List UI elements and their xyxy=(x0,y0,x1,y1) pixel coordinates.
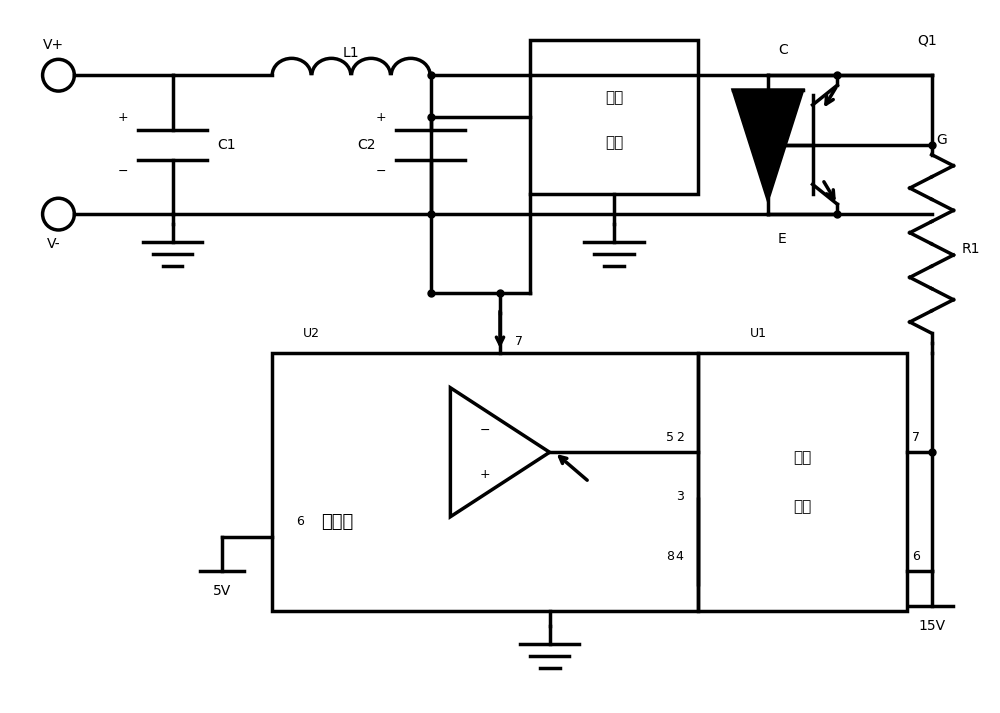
Text: 推动: 推动 xyxy=(793,450,812,465)
Text: 3: 3 xyxy=(676,491,684,503)
Polygon shape xyxy=(733,90,803,199)
Text: −: − xyxy=(480,424,490,437)
Text: 取样: 取样 xyxy=(605,90,623,105)
Text: 2: 2 xyxy=(676,431,684,444)
Text: 电路: 电路 xyxy=(605,135,623,150)
Text: C2: C2 xyxy=(357,138,376,152)
Text: 电路: 电路 xyxy=(793,499,812,514)
Text: 7: 7 xyxy=(515,334,523,348)
Text: 单片机: 单片机 xyxy=(321,513,354,530)
Text: 8: 8 xyxy=(666,550,674,563)
Text: 5: 5 xyxy=(666,431,674,444)
Text: G: G xyxy=(937,133,947,147)
Text: Q1: Q1 xyxy=(917,34,937,48)
Text: C1: C1 xyxy=(217,138,236,152)
Text: +: + xyxy=(376,111,386,124)
Text: +: + xyxy=(480,468,490,481)
Text: −: − xyxy=(376,165,386,178)
Text: E: E xyxy=(778,232,787,246)
Text: 6: 6 xyxy=(297,515,304,528)
Bar xyxy=(530,41,698,194)
Text: R1: R1 xyxy=(961,242,980,256)
Text: L1: L1 xyxy=(343,46,359,61)
Text: V+: V+ xyxy=(43,39,64,53)
Text: 4: 4 xyxy=(676,550,684,563)
Text: −: − xyxy=(118,165,128,178)
Text: C: C xyxy=(778,43,788,58)
Text: 7: 7 xyxy=(912,431,920,444)
Text: 15V: 15V xyxy=(918,619,945,633)
Bar xyxy=(272,353,698,611)
Text: +: + xyxy=(118,111,128,124)
Text: U2: U2 xyxy=(303,327,320,339)
Text: V-: V- xyxy=(47,237,60,251)
Text: U1: U1 xyxy=(749,327,766,339)
Text: 6: 6 xyxy=(912,550,920,563)
Bar xyxy=(698,353,907,611)
Text: 5V: 5V xyxy=(213,584,231,598)
